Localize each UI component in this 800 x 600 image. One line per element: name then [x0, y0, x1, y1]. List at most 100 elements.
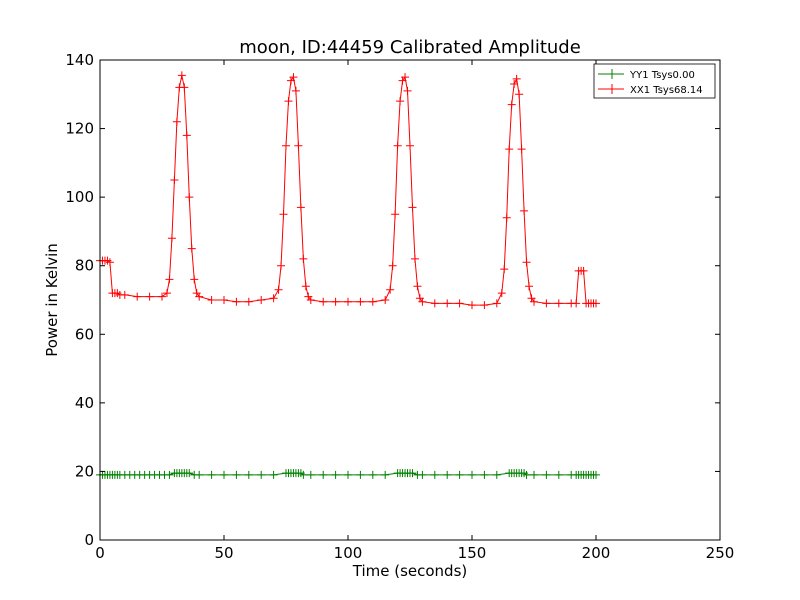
data-point: [244, 297, 253, 306]
data-point: [177, 71, 186, 80]
data-point: [187, 244, 196, 253]
data-point: [408, 203, 417, 212]
data-point: [269, 470, 278, 479]
data-point: [331, 297, 340, 306]
data-point: [408, 469, 417, 478]
data-point: [158, 292, 166, 301]
data-point: [393, 141, 402, 150]
data-point: [455, 470, 464, 479]
data-point: [401, 73, 410, 82]
y-tick-label: 80: [75, 257, 94, 275]
data-point: [244, 470, 253, 479]
y-tick-label: 100: [65, 188, 94, 206]
data-point: [344, 297, 352, 306]
legend-box: [593, 63, 716, 99]
data-point: [207, 296, 216, 304]
data-point: [269, 294, 278, 303]
data-point: [296, 203, 305, 212]
data-point: [195, 470, 204, 479]
data-point: [182, 131, 191, 140]
data-point: [542, 299, 551, 308]
data-point: [306, 470, 315, 479]
x-tick-label: 50: [214, 544, 233, 562]
data-point: [502, 213, 511, 222]
data-point: [356, 297, 365, 306]
data-point: [172, 117, 181, 126]
data-point: [185, 193, 194, 202]
data-point: [195, 292, 204, 301]
data-point: [455, 299, 464, 308]
data-point: [468, 301, 476, 310]
data-point: [120, 290, 129, 299]
x-axis: 0 50 100 150 200 250: [95, 60, 734, 562]
data-point: [301, 282, 310, 291]
data-point: [443, 470, 452, 479]
x-tick-label: 250: [706, 544, 735, 562]
data-point: [396, 97, 405, 106]
data-point: [331, 470, 340, 479]
data-point: [257, 470, 266, 479]
y-tick-label: 40: [75, 394, 94, 412]
data-point: [406, 141, 414, 150]
data-point: [344, 470, 352, 479]
x-tick-label: 200: [582, 544, 611, 562]
data-point: [282, 141, 290, 150]
data-point: [430, 470, 439, 479]
x-axis-label: Time (seconds): [352, 562, 468, 580]
data-point: [522, 258, 531, 267]
data-point: [480, 301, 489, 310]
data-point: [505, 145, 514, 154]
data-point: [299, 254, 308, 263]
data-point: [319, 297, 328, 306]
data-point: [517, 145, 526, 154]
data-point: [430, 299, 439, 308]
data-point: [391, 210, 400, 219]
data-point: [413, 282, 422, 291]
data-point: [294, 141, 303, 150]
data-point: [525, 282, 534, 291]
series-1: [96, 71, 600, 310]
legend-marker-xx1: [607, 84, 617, 94]
data-point: [220, 470, 228, 479]
data-point: [500, 265, 509, 274]
data-point: [530, 297, 538, 306]
x-tick-label: 0: [95, 544, 105, 562]
data-point: [232, 470, 241, 479]
data-point: [105, 258, 114, 267]
data-point: [542, 470, 551, 479]
data-point: [319, 470, 328, 479]
legend-marker-yy1: [607, 69, 617, 79]
y-tick-label: 120: [65, 120, 94, 138]
data-point: [592, 299, 600, 308]
data-point: [468, 470, 476, 479]
data-point: [497, 289, 506, 298]
data-point: [443, 299, 452, 308]
data-point: [232, 297, 241, 306]
y-tick-label: 0: [84, 531, 94, 549]
data-point: [162, 289, 171, 298]
x-tick-label: 150: [458, 544, 487, 562]
data-point: [299, 470, 308, 479]
y-tick-label: 20: [75, 462, 94, 480]
data-point: [579, 266, 588, 275]
data-point: [515, 90, 524, 99]
x-tick-label: 100: [334, 544, 363, 562]
data-point: [480, 470, 489, 479]
plot-series: [96, 71, 600, 479]
data-point: [289, 73, 298, 82]
data-point: [284, 97, 293, 106]
data-point: [274, 285, 283, 294]
legend-label-yy1: YY1 Tsys0.00: [629, 70, 695, 81]
data-point: [279, 210, 288, 219]
data-point: [554, 299, 563, 308]
data-point: [381, 296, 390, 304]
data-point: [165, 470, 174, 479]
plot-frame: [99, 59, 721, 541]
data-point: [492, 470, 501, 479]
legend: YY1 Tsys0.00 XX1 Tsys68.14: [593, 63, 716, 99]
data-point: [512, 74, 521, 83]
data-point: [554, 470, 563, 479]
data-point: [368, 297, 377, 306]
y-tick-label: 60: [75, 325, 94, 343]
